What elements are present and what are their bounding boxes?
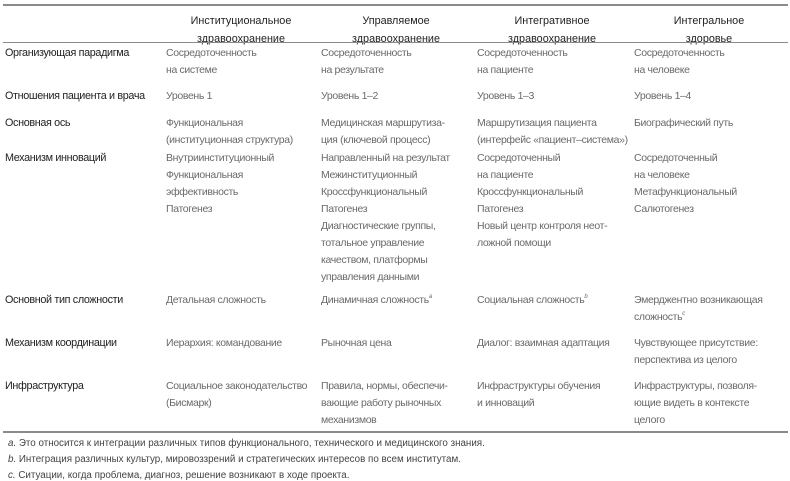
cell: Эмерджентно возникающая сложностьc [634,294,763,323]
cell: Сосредоточенный на пациенте Кроссфункцио… [477,152,608,249]
cell: Внутриинституционный Функциональная эффе… [166,152,275,215]
row-label: Организующая парадигма [5,47,130,59]
bottom-rule [3,431,788,433]
cell: Маршрутизация пациента (интерфейс «пацие… [477,117,628,146]
row-label: Механизм координации [5,337,117,349]
cell: Биографический путь [634,117,733,129]
cell: Сосредоточенность на системе [166,47,257,76]
cell: Социальное законодательство (Бисмарк) [166,380,308,409]
cell: Уровень 1–2 [321,90,379,102]
row-label: Основная ось [5,117,71,129]
footnote-b: b. Интеграция различных культур, мировоз… [8,454,461,465]
cell: Рыночная цена [321,337,392,349]
footnote-c: c. Ситуации, когда проблема, диагноз, ре… [8,470,350,481]
cell: Сосредоточенный на человеке Метафункцион… [634,152,737,215]
cell: Уровень 1–3 [477,90,535,102]
cell: Сосредоточенность на человеке [634,47,725,76]
footnote-ref: c [682,311,685,317]
cell: Медицинская маршрутиза- ция (ключевой пр… [321,117,445,146]
cell: Сосредоточенность на результате [321,47,412,76]
footnote-a: a. Это относится к интеграции различных … [8,438,485,449]
cell: Функциональная (институционная структура… [166,117,293,146]
footnote-ref: b [584,294,588,300]
cell: Инфраструктуры, позволя- ющие видеть в к… [634,380,757,426]
row-label: Основной тип сложности [5,294,123,306]
cell: Инфраструктуры обучения и инноваций [477,380,601,409]
header-rule [3,42,788,43]
cell: Чувствующее присутствие: перспектива из … [634,337,758,366]
cell: Социальная сложностьb [477,294,588,306]
cell: Иерархия: командование [166,337,282,349]
row-label: Отношения пациента и врача [5,90,145,102]
cell: Сосредоточенность на пациенте [477,47,568,76]
cell: Динамичная сложностьa [321,294,432,306]
footnote-ref: a [428,294,432,300]
cell: Направленный на результат Межинституцион… [321,152,450,283]
cell: Правила, нормы, обеспечи- вающие работу … [321,380,448,426]
cell: Детальная сложность [166,294,266,306]
cell: Уровень 1 [166,90,213,102]
top-rule [3,4,788,6]
row-label: Механизм инноваций [5,152,107,164]
cell: Диалог: взаимная адаптация [477,337,610,349]
cell: Уровень 1–4 [634,90,692,102]
row-label: Инфраструктура [5,380,84,392]
